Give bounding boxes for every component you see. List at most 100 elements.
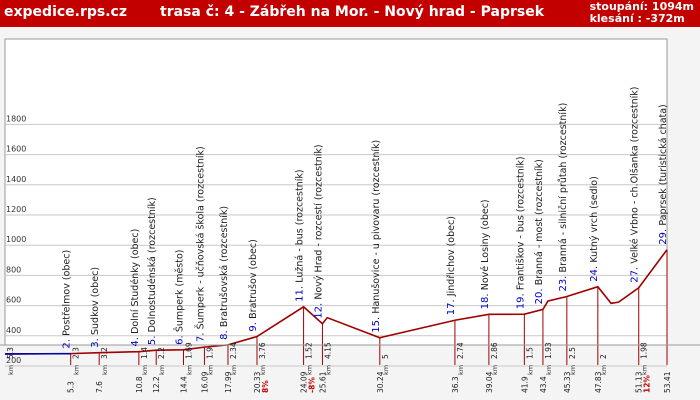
segment-length: 5.3 [6, 347, 15, 359]
segment-length: 4.15 [323, 342, 332, 359]
waypoint-name: Bratrušov (obec) [248, 239, 259, 319]
y-tick-label: 1400 [6, 175, 26, 184]
segment-length: 1.93 [544, 342, 553, 359]
waypoint-number: 18. [480, 290, 491, 309]
waypoint-name: Nové Losiny (obec) [480, 199, 491, 290]
cumulative-distance: 39.04 [485, 371, 494, 393]
waypoint-number: 9. [248, 319, 259, 332]
segment-length: 2.3 [72, 347, 81, 359]
segment-length: 3.2 [100, 347, 109, 359]
segment-length: 1.4 [140, 347, 149, 359]
waypoint-label: 20. Branná - most (rozcestník) [534, 159, 545, 304]
ascent-total: stoupání: 1094m [589, 0, 694, 13]
elevation-line [4, 249, 668, 355]
y-tick-label: 200 [6, 356, 21, 365]
segment-unit: km [324, 365, 332, 375]
segment-unit: km [158, 365, 166, 375]
waypoint-name: Jindřichov (obec) [446, 216, 457, 297]
segment-length: 5 [381, 354, 390, 359]
segment-length: 1.98 [640, 342, 649, 359]
cumulative-distance: 24.09 [300, 371, 309, 393]
segment-unit: km [230, 365, 238, 375]
segment-length: 1.52 [305, 342, 314, 359]
waypoint-name: Branná - most (rozcestník) [534, 159, 545, 285]
waypoint-number: 15. [371, 314, 382, 333]
route-title: trasa č: 4 - Zábřeh na Mor. - Nový hrad … [160, 4, 545, 20]
cumulative-distance: 5.3 [67, 381, 76, 393]
waypoint-label: 2. Postřelmov (obec) [62, 250, 73, 349]
grade-label: 12% [643, 375, 652, 393]
segment-unit: km [526, 365, 534, 375]
waypoint-name: Postřelmov (obec) [62, 250, 73, 336]
cumulative-distance: 7.6 [95, 381, 104, 393]
waypoint-number: 6. [174, 332, 185, 345]
segment-length: 2 [599, 354, 608, 359]
descent-total: klesání : -372m [589, 12, 685, 25]
waypoint-number: 27. [630, 264, 641, 283]
y-tick-label: 1000 [6, 235, 26, 244]
waypoint-label: 7. Šumperk - učňovská škola (rozcestník) [194, 146, 206, 342]
waypoint-name: Paprsek (turistická chata) [658, 104, 669, 225]
waypoint-label: 11. Lužná - bus (rozcestník) [295, 169, 306, 301]
cumulative-distance: 53.41 [663, 371, 672, 393]
segment-unit: km [7, 365, 15, 375]
climb-stats: stoupání: 1094m klesání : -372m [590, 1, 694, 25]
waypoint-label: 8. Bratrušovská (rozcestník) [219, 206, 230, 340]
grade-label: 8% [261, 380, 270, 393]
waypoint-name: Dolnostudénská (rozcestník) [147, 197, 158, 332]
waypoint-label: 18. Nové Losiny (obec) [480, 199, 491, 309]
plot-area [4, 38, 668, 346]
waypoint-number: 8. [219, 327, 230, 340]
waypoint-name: Lužná - bus (rozcestník) [295, 169, 306, 282]
elevation-chart: 200 400 600 800 1000 1200 1400 1600 1800 5.3 km 2. … [0, 38, 700, 393]
segment-length: 2.5 [568, 347, 577, 359]
site-name[interactable]: expedice.rps.cz [4, 4, 127, 20]
waypoint-number: 17. [446, 296, 457, 315]
waypoint-label: 5. Dolnostudénská (rozcestník) [147, 197, 158, 345]
cumulative-distance: 20.33 [253, 371, 262, 393]
segment-unit: km [457, 365, 465, 375]
waypoint-number: 19. [515, 290, 526, 309]
waypoint-label: 24. Kutný vrch (sedlo) [589, 176, 600, 282]
cumulative-distance: 45.33 [563, 371, 572, 393]
waypoint-label: 6. Šumperk (město) [173, 249, 185, 344]
segment-length: 1.69 [184, 342, 193, 359]
waypoint-label: 15. Hanušovice - u pivovaru (rozcestník) [371, 140, 382, 333]
segment-length: 2.86 [490, 342, 499, 359]
segment-unit: km [545, 365, 553, 375]
waypoint-name: Velké Vrbno - ch.Olšanka (rozcestník) [630, 87, 641, 264]
waypoint-label: 4. Dolní Studénky (obec) [130, 229, 141, 347]
segment-unit: km [382, 365, 390, 375]
cumulative-distance: 41.9 [520, 376, 529, 393]
segment-unit: km [141, 365, 149, 375]
segment-unit: km [185, 365, 193, 375]
waypoint-name: Dolní Studénky (obec) [130, 229, 141, 334]
waypoint-label: 19. Františkov - bus (rozcestník) [515, 156, 526, 309]
cumulative-distance: 43.4 [539, 376, 548, 393]
waypoint-name: Šumperk (město) [173, 249, 185, 332]
segment-length: 2.2 [157, 347, 166, 359]
segment-unit: km [600, 365, 608, 375]
waypoint-label: 27. Velké Vrbno - ch.Olšanka (rozcestník… [630, 87, 641, 283]
cumulative-distance: 30.24 [376, 371, 385, 393]
waypoint-label: 23. Branná - silniční průtah (rozcestník… [558, 103, 569, 292]
cumulative-distance: 17.99 [224, 371, 233, 393]
waypoint-label: 12. Nový Hrad - rozcestí (rozcestník) [313, 144, 324, 318]
segment-length: 2.34 [229, 342, 238, 359]
waypoint-number: 11. [295, 283, 306, 302]
waypoint-number: 20. [534, 285, 545, 304]
cumulative-distance: 14.4 [179, 376, 188, 393]
waypoint-name: Hanušovice - u pivovaru (rozcestník) [371, 140, 382, 314]
y-tick-label: 600 [6, 296, 21, 305]
cumulative-distance: 25.61 [318, 371, 327, 393]
cumulative-distance: 36.3 [451, 376, 460, 393]
waypoint-name: Nový Hrad - rozcestí (rozcestník) [313, 144, 324, 299]
waypoint-label: 17. Jindřichov (obec) [446, 216, 457, 315]
waypoint-number: 24. [589, 263, 600, 282]
waypoint-name: Františkov - bus (rozcestník) [515, 156, 526, 290]
waypoint-number: 5. [147, 332, 158, 345]
waypoint-number: 4. [130, 334, 141, 347]
waypoint-name: Šumperk - učňovská škola (rozcestník) [194, 146, 206, 329]
segment-unit: km [206, 365, 214, 375]
cumulative-distance: 10.8 [135, 376, 144, 393]
